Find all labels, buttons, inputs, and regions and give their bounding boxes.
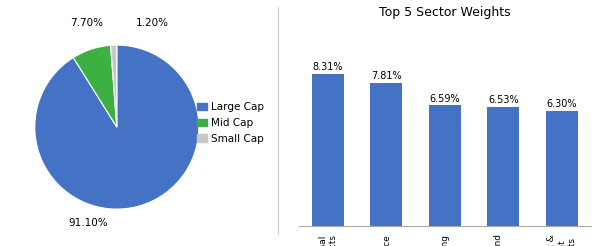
Bar [312,74,344,226]
Bar [370,83,402,226]
Bar [546,111,578,226]
Wedge shape [110,45,117,127]
Text: 6.53%: 6.53% [488,95,519,105]
Bar [429,106,461,226]
Text: 91.10%: 91.10% [68,218,108,228]
Bar [487,107,519,226]
Text: 7.81%: 7.81% [371,71,402,81]
Text: 1.20%: 1.20% [136,18,168,28]
Text: 6.59%: 6.59% [429,94,460,104]
Text: 6.30%: 6.30% [546,99,577,109]
Text: 7.70%: 7.70% [70,18,103,28]
Text: 8.31%: 8.31% [313,62,343,72]
Wedge shape [35,45,199,209]
Title: Top 5 Sector Weights: Top 5 Sector Weights [379,6,510,19]
Wedge shape [73,45,117,127]
Legend: Large Cap, Mid Cap, Small Cap: Large Cap, Mid Cap, Small Cap [196,102,264,144]
